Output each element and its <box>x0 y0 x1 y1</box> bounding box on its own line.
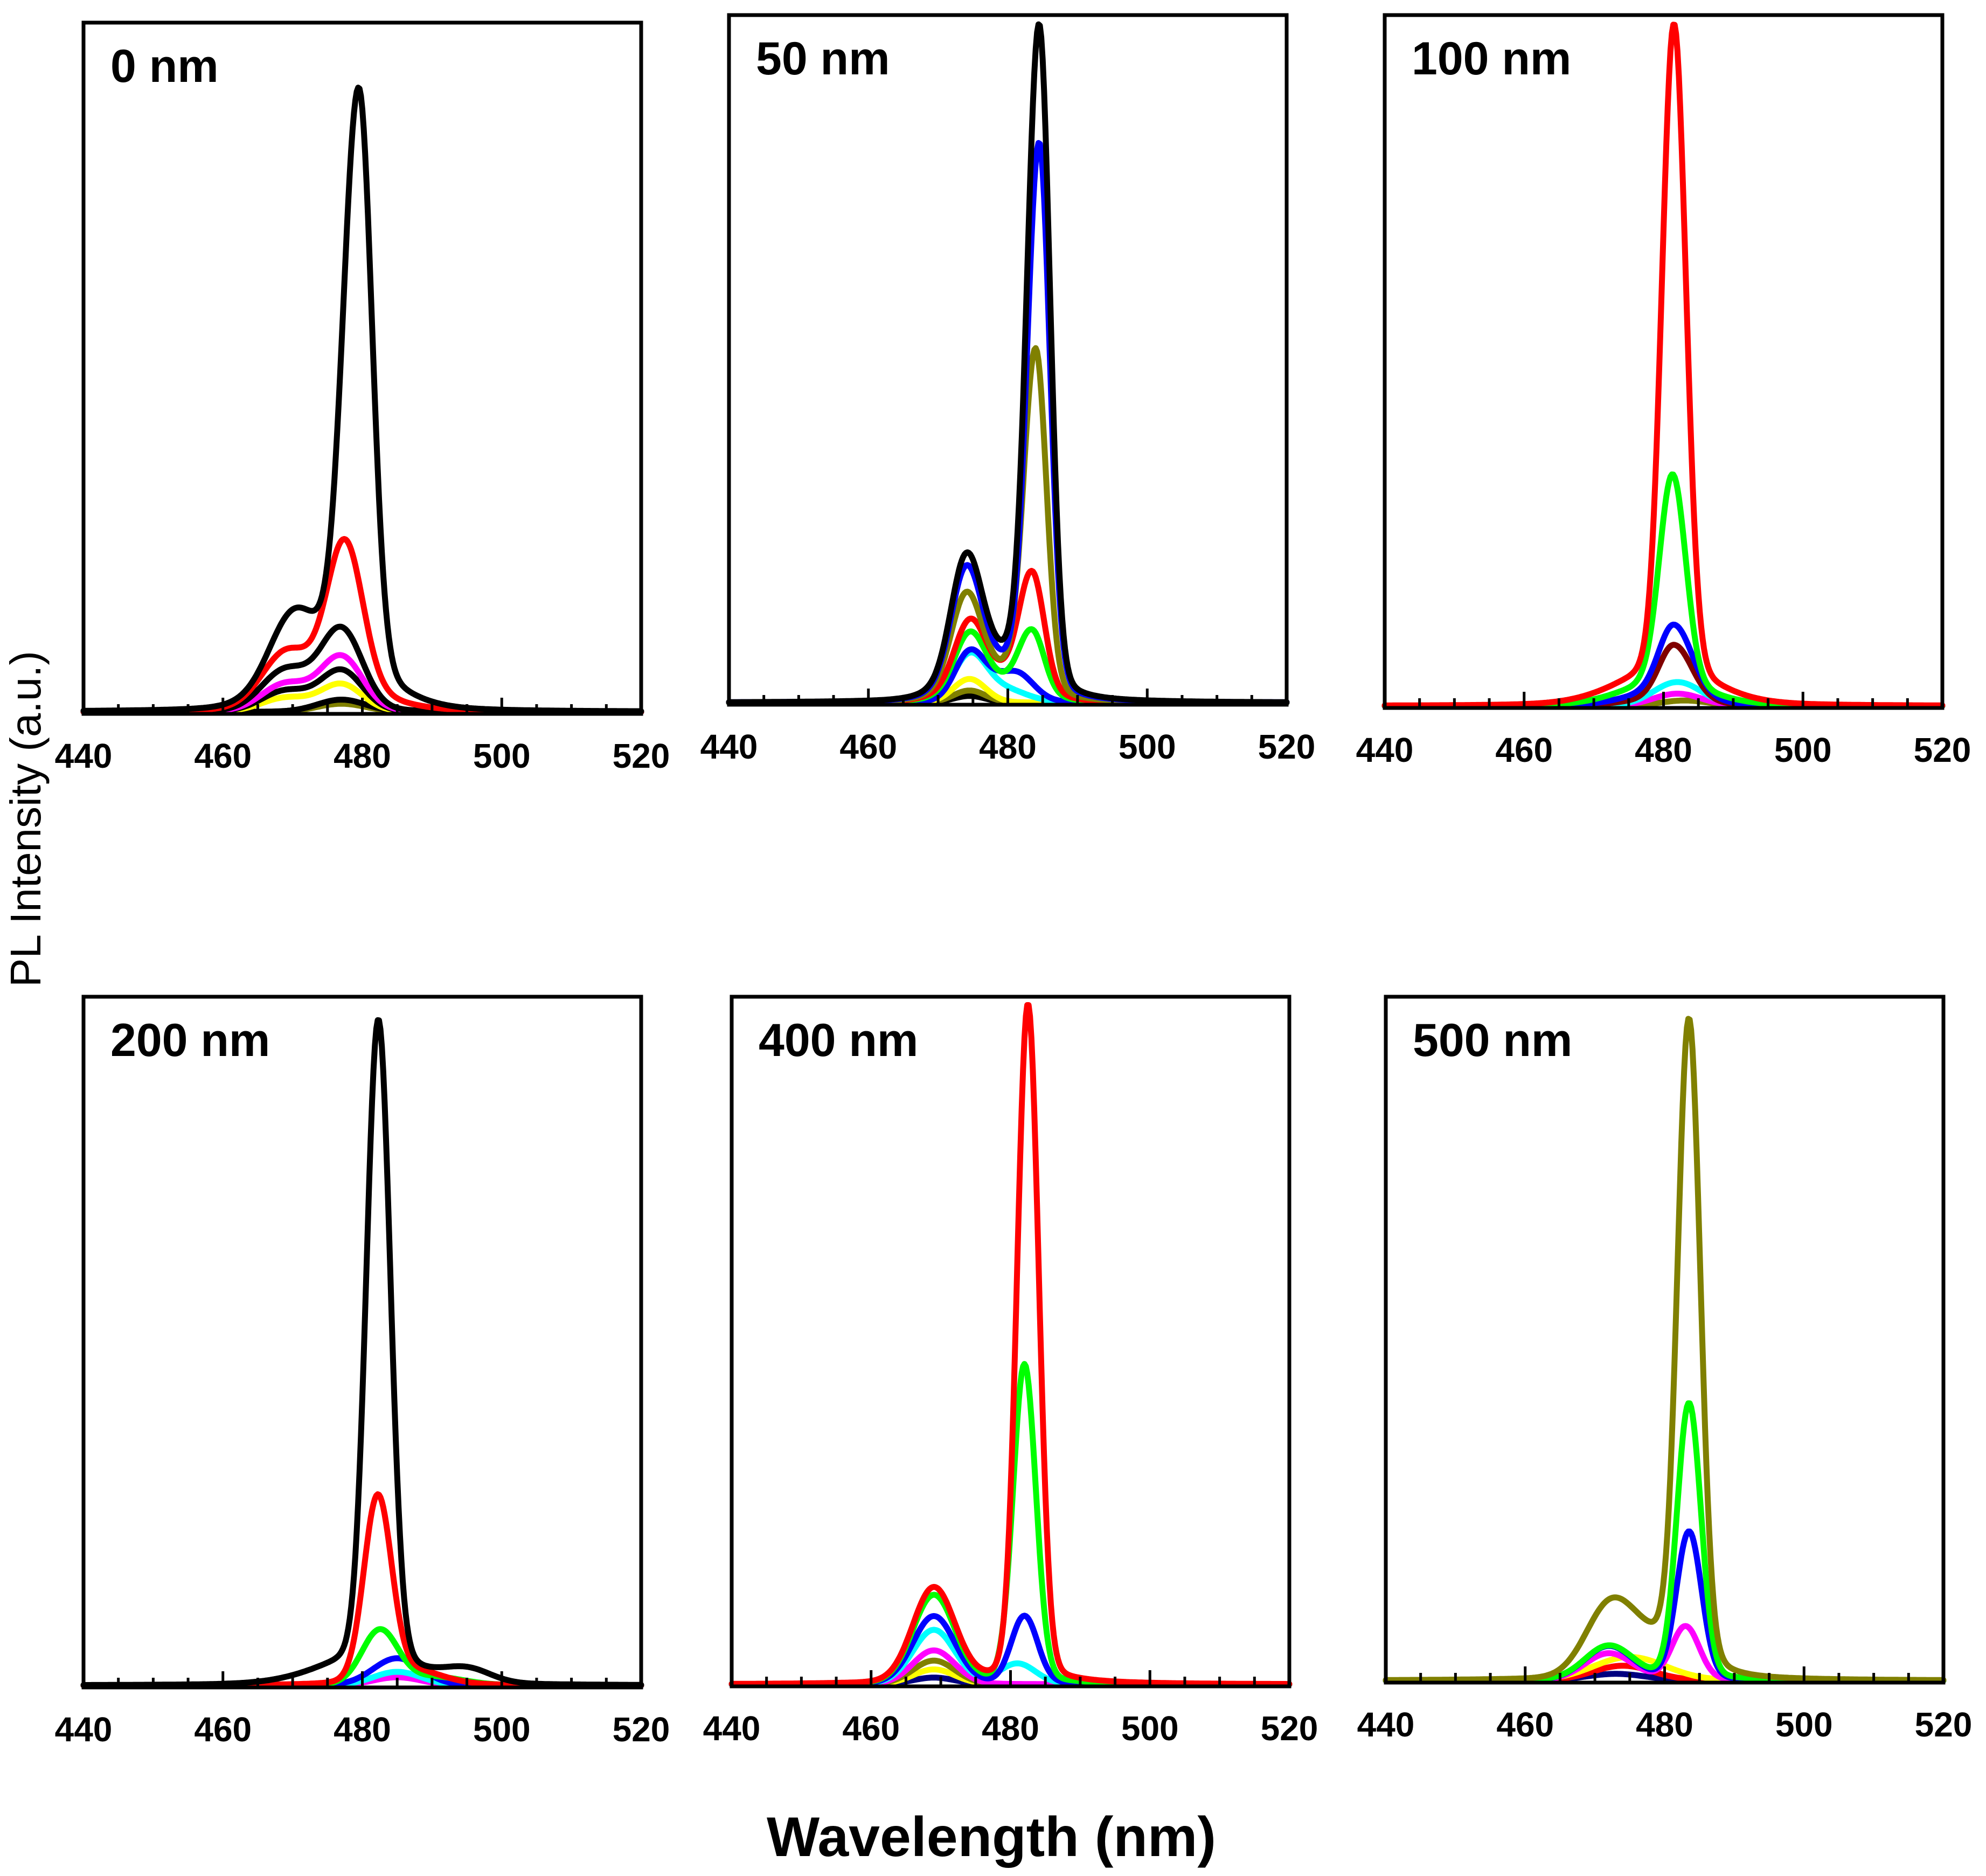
plot-frame <box>1383 13 1945 710</box>
x-tick-label: 460 <box>1496 1705 1554 1744</box>
x-tick-label: 440 <box>1356 731 1414 769</box>
x-tick-label: 500 <box>473 736 531 775</box>
panel-4: 440 460 480 500 520 400 nm <box>703 995 1318 1748</box>
x-tick-label: 440 <box>1357 1705 1415 1744</box>
x-tick-label: 460 <box>194 736 252 775</box>
series-line-0 <box>726 21 1290 705</box>
x-tick-label: 520 <box>613 1710 670 1749</box>
series-line-0 <box>80 1017 644 1688</box>
panel-5: 440 460 480 500 520 500 nm <box>1357 995 1973 1744</box>
x-tick-label: 500 <box>1119 727 1176 766</box>
y-axis-title: PL Intensity (a.u.) <box>2 651 50 987</box>
series-line-1 <box>1381 471 1946 709</box>
series-line-0 <box>1383 1016 1947 1683</box>
x-tick-label: 480 <box>979 727 1037 766</box>
panel-2: 440 460 480 500 520 100 nm <box>1356 13 1971 769</box>
series-line-0 <box>80 85 644 714</box>
x-tick-label: 440 <box>700 727 758 766</box>
x-tick-label: 500 <box>1121 1709 1179 1748</box>
x-tick-label: 460 <box>1495 731 1553 769</box>
x-tick-label: 520 <box>1914 731 1971 769</box>
series-line-0 <box>1381 22 1946 708</box>
plot-frame <box>730 995 1291 1689</box>
x-tick-label: 460 <box>194 1710 252 1749</box>
x-axis-title: Wavelength (nm) <box>767 1806 1216 1868</box>
x-tick-label: 500 <box>473 1710 531 1749</box>
panel-0: 440 460 480 500 520 0 nm <box>55 20 670 775</box>
series-line-0 <box>728 1002 1293 1687</box>
panel-label: 100 nm <box>1412 33 1571 85</box>
x-tick-label: 480 <box>334 1710 391 1749</box>
x-tick-label: 520 <box>1915 1705 1973 1744</box>
x-tick-label: 480 <box>334 736 391 775</box>
panel-label: 200 nm <box>110 1015 270 1066</box>
panel-label: 400 nm <box>759 1015 918 1066</box>
x-tick-label: 480 <box>982 1709 1039 1748</box>
panel-label: 0 nm <box>110 40 219 92</box>
panel-3: 440 460 480 500 520 200 nm <box>55 995 670 1749</box>
panel-1: 440 460 480 500 520 50 nm <box>700 13 1316 766</box>
x-tick-label: 460 <box>839 727 897 766</box>
x-tick-label: 520 <box>1261 1709 1318 1748</box>
x-tick-label: 480 <box>1636 1705 1693 1744</box>
x-tick-label: 480 <box>1635 731 1692 769</box>
panel-label: 500 nm <box>1413 1015 1572 1066</box>
x-tick-label: 500 <box>1774 731 1832 769</box>
x-tick-label: 440 <box>55 736 113 775</box>
series-line-2 <box>726 345 1290 706</box>
panel-label: 50 nm <box>756 33 890 85</box>
x-tick-label: 500 <box>1775 1705 1833 1744</box>
x-tick-label: 520 <box>613 736 670 775</box>
x-tick-label: 440 <box>55 1710 113 1749</box>
x-tick-label: 460 <box>842 1709 900 1748</box>
x-tick-label: 440 <box>703 1709 761 1748</box>
plot-frame <box>727 13 1289 707</box>
x-tick-label: 520 <box>1258 727 1316 766</box>
